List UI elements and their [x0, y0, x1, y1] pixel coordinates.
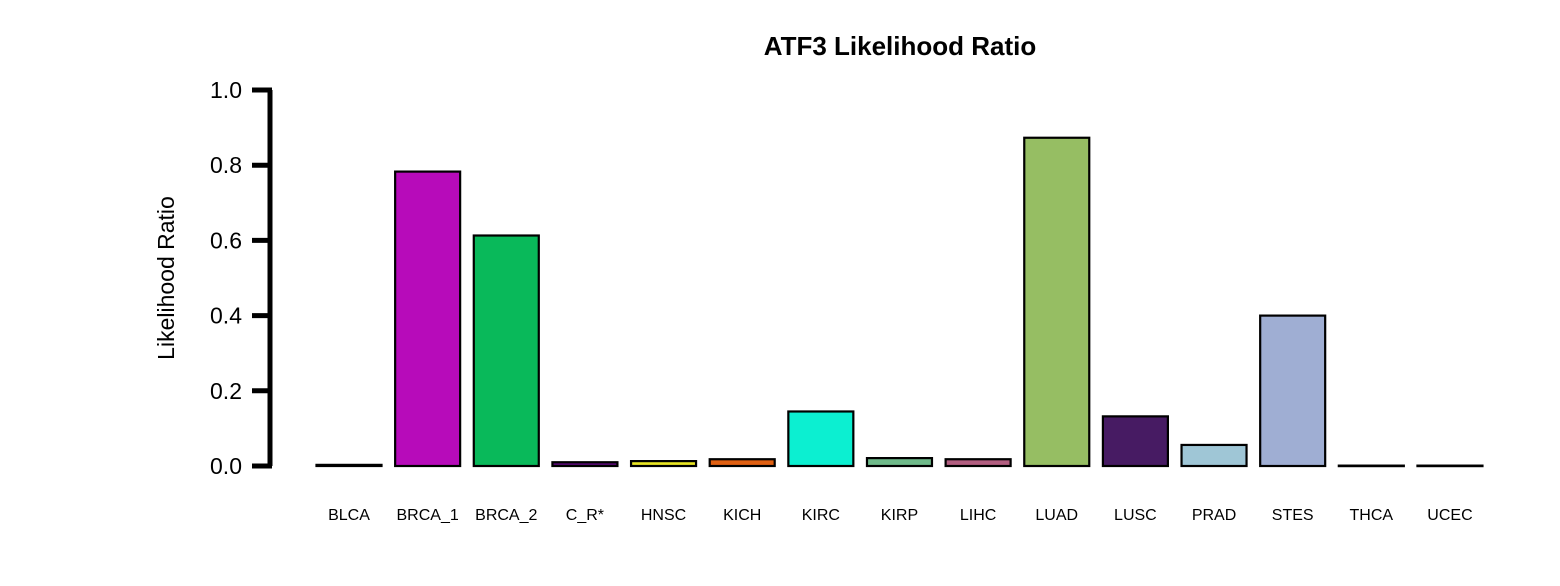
x-tick-label: C_R* — [566, 507, 604, 524]
x-tick-label: KICH — [723, 507, 761, 524]
bar-ucec — [1416, 464, 1484, 468]
bar-kirc — [787, 410, 855, 468]
bars — [315, 136, 1484, 468]
y-tick-label: 0.0 — [210, 453, 242, 479]
bar-kirp — [865, 457, 934, 468]
x-tick-label: THCA — [1350, 507, 1394, 524]
bar-lusc — [1101, 415, 1170, 468]
bar-c-r — [551, 461, 619, 468]
y-axis: 0.0 0.2 0.4 0.6 0.8 1.0 — [210, 77, 273, 479]
bar-thca — [1337, 464, 1405, 468]
bar-prad — [1180, 443, 1248, 468]
bar-kich — [708, 458, 776, 468]
x-tick-label: BRCA_2 — [475, 507, 537, 524]
x-tick-label: LUSC — [1114, 507, 1157, 524]
bar-hnsc — [629, 460, 698, 468]
y-axis-label: Likelihood Ratio — [153, 196, 179, 360]
bar-luad — [1023, 136, 1091, 468]
x-tick-label: PRAD — [1192, 507, 1236, 524]
y-tick-label: 0.6 — [210, 227, 242, 253]
x-tick-label: BLCA — [328, 507, 370, 524]
x-tick-label: LIHC — [960, 507, 996, 524]
x-tick-labels: BLCA BRCA_1 BRCA_2 C_R* HNSC KICH KIRC KIRP LIHC… — [328, 507, 1473, 524]
bar-lihc — [944, 458, 1012, 468]
chart-title: ATF3 Likelihood Ratio — [764, 31, 1037, 61]
x-tick-label: KIRC — [802, 507, 840, 524]
y-tick-label: 0.8 — [210, 152, 242, 178]
bar-blca — [315, 463, 383, 468]
x-tick-label: STES — [1272, 507, 1314, 524]
y-tick-label: 1.0 — [210, 77, 242, 103]
x-tick-label: BRCA_1 — [397, 507, 459, 524]
bar-brca-1 — [394, 170, 462, 468]
bar-stes — [1259, 314, 1327, 468]
x-tick-label: KIRP — [881, 507, 918, 524]
x-tick-label: HNSC — [641, 507, 686, 524]
y-tick-label: 0.2 — [210, 378, 242, 404]
y-tick-label: 0.4 — [210, 303, 242, 329]
x-tick-label: UCEC — [1427, 507, 1472, 524]
x-tick-label: LUAD — [1035, 507, 1078, 524]
bar-brca-2 — [472, 234, 540, 468]
